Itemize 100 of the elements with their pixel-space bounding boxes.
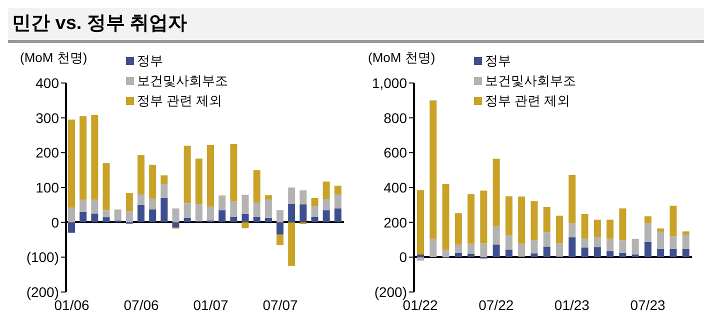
bar [230,201,238,217]
bar [417,257,424,261]
bar [644,223,652,242]
y-tick-label: 0 [399,249,408,266]
y-tick-label: 300 [36,110,60,126]
bar [505,250,512,258]
y-tick-label: 200 [36,144,60,161]
bar [138,204,144,222]
bar [102,163,110,210]
bar [311,216,318,222]
bar [670,206,677,236]
bar [480,190,488,244]
bar [644,216,652,224]
bar [606,251,614,258]
bar [568,174,576,224]
x-tick-label: 07/22 [478,296,514,313]
bar [242,222,249,228]
bar [492,158,500,226]
bar [288,188,296,204]
y-tick-label: 200 [384,214,408,230]
bar [543,207,550,232]
bar [581,248,588,258]
bar [160,184,168,198]
bar [594,247,601,258]
bar [276,210,284,222]
bar [606,238,614,252]
bar [322,198,330,210]
y-tick-label: 600 [384,144,408,161]
bar [670,248,677,258]
bar [334,208,342,222]
bar [454,213,462,244]
bar [68,120,75,208]
bar [68,222,75,233]
x-tick-label: 07/23 [630,296,666,313]
y-tick-label: (200) [374,284,407,300]
bar [218,196,226,210]
bar [126,193,133,212]
bar [657,248,664,258]
bar [682,248,690,258]
bar [114,209,122,221]
bar [322,210,330,222]
bar [505,196,512,236]
bar [264,195,272,200]
bar [594,220,601,238]
bar [195,158,202,204]
bar [430,100,437,239]
bar [311,206,318,217]
legend-label: 정부 [137,52,163,70]
bar [253,216,260,222]
bar [442,250,450,258]
bar [657,232,664,249]
bar [606,220,614,239]
bar [505,235,512,250]
bar [242,194,249,214]
bar [91,115,98,200]
y-tick-label: 0 [51,214,60,230]
bar [253,170,260,202]
bar [230,144,238,202]
bar [264,200,272,218]
bar [300,190,307,204]
x-tick-label: 01/23 [554,296,590,313]
bar [80,116,87,200]
bar [80,212,87,222]
bar [619,240,626,253]
bar [149,198,156,210]
bar [242,214,249,222]
bar [184,218,191,222]
x-tick-label: 07/07 [262,296,298,313]
bar [518,244,526,257]
y-tick-label: 800 [384,110,408,126]
bar [417,254,424,258]
bar [417,190,424,255]
bar [138,194,144,205]
bar [468,254,475,258]
y-tick-label: (100) [26,249,59,266]
bar [218,210,226,222]
bar [492,244,500,258]
bar [644,242,652,258]
bar [530,253,538,258]
bar [568,237,576,258]
bar [518,196,526,244]
bar [543,246,550,258]
bar [300,204,307,222]
bar [632,254,639,258]
bar [207,145,214,207]
bar [184,146,191,204]
bar [102,210,110,218]
bar [682,231,690,235]
bar [172,208,180,222]
bar [334,186,342,194]
legend-label: 정부 관련 제외 [137,92,222,110]
bar [253,202,260,217]
bar [91,200,98,214]
bar [543,232,550,247]
bar [530,240,538,254]
bar [311,198,318,206]
chart-title: 민간 vs. 정부 취업자 [8,8,704,43]
x-tick-label: 07/06 [124,296,160,313]
bar [91,214,98,222]
y-axis-title: (MoM 천명) [368,49,436,67]
